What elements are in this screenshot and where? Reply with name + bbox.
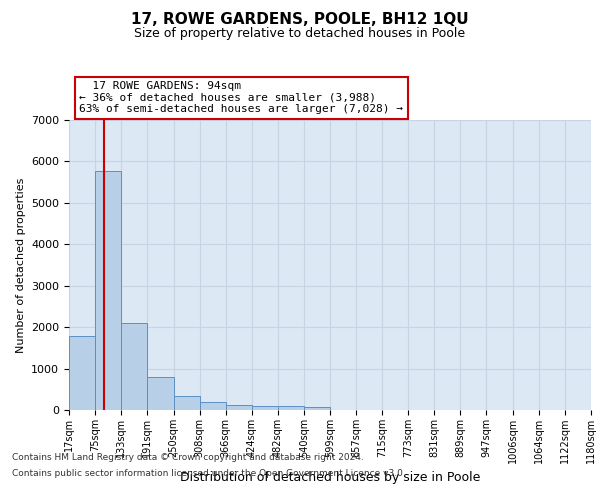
Text: Contains HM Land Registry data © Crown copyright and database right 2024.: Contains HM Land Registry data © Crown c… bbox=[12, 454, 364, 462]
Bar bbox=[173, 396, 200, 410]
Bar bbox=[226, 405, 251, 410]
Bar bbox=[304, 407, 330, 410]
Bar bbox=[251, 406, 278, 410]
Bar bbox=[121, 324, 147, 410]
Text: Contains public sector information licensed under the Open Government Licence v3: Contains public sector information licen… bbox=[12, 468, 406, 477]
Bar bbox=[95, 170, 121, 410]
Y-axis label: Number of detached properties: Number of detached properties bbox=[16, 178, 26, 352]
Bar bbox=[278, 406, 304, 410]
Bar bbox=[69, 336, 95, 410]
Bar bbox=[147, 377, 173, 410]
Text: Size of property relative to detached houses in Poole: Size of property relative to detached ho… bbox=[134, 28, 466, 40]
Text: 17 ROWE GARDENS: 94sqm
← 36% of detached houses are smaller (3,988)
63% of semi-: 17 ROWE GARDENS: 94sqm ← 36% of detached… bbox=[79, 81, 403, 114]
Bar bbox=[200, 402, 226, 410]
X-axis label: Distribution of detached houses by size in Poole: Distribution of detached houses by size … bbox=[180, 472, 480, 484]
Text: 17, ROWE GARDENS, POOLE, BH12 1QU: 17, ROWE GARDENS, POOLE, BH12 1QU bbox=[131, 12, 469, 28]
